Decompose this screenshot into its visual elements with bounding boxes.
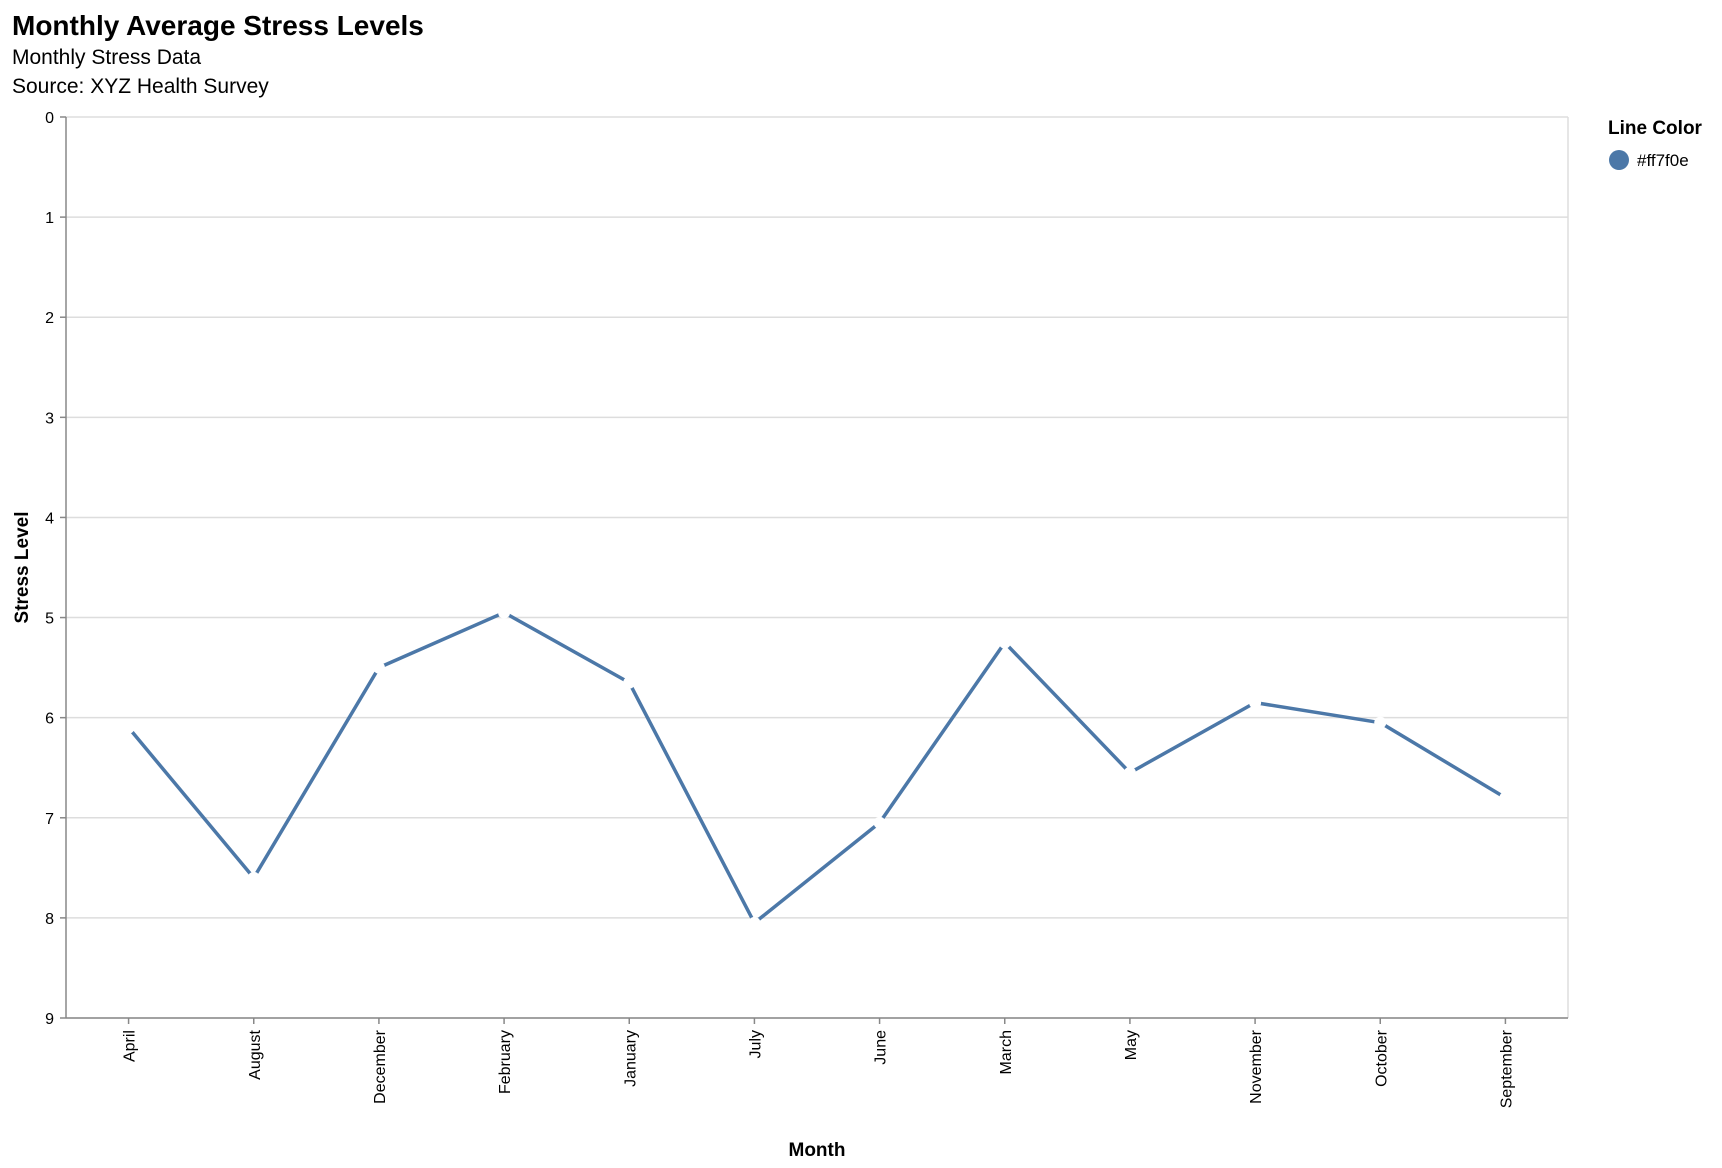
data-point xyxy=(998,636,1011,649)
y-tick-label: 8 xyxy=(45,911,54,928)
circle-icon xyxy=(1609,150,1629,170)
y-tick-label: 0 xyxy=(45,110,54,127)
legend-title: Line Color xyxy=(1608,118,1703,139)
data-point xyxy=(1249,696,1262,709)
y-tick-label: 5 xyxy=(45,611,54,628)
x-tick-label: August xyxy=(247,1029,264,1079)
x-tick-label: March xyxy=(998,1030,1015,1074)
y-axis-title: Stress Level xyxy=(12,512,33,624)
data-point xyxy=(873,816,886,829)
data-point xyxy=(1374,716,1387,729)
data-point xyxy=(623,676,636,689)
data-point xyxy=(498,606,511,619)
x-tick-label: June xyxy=(873,1030,890,1065)
chart-title-group: Monthly Average Stress Levels Monthly St… xyxy=(12,10,424,98)
series-layer xyxy=(122,606,1512,929)
data-point xyxy=(372,661,385,674)
y-tick-label: 3 xyxy=(45,410,54,427)
y-tick-label: 9 xyxy=(45,1011,54,1028)
x-tick-label: April xyxy=(122,1030,139,1062)
y-tick-label: 4 xyxy=(45,510,54,527)
x-tick-label: May xyxy=(1123,1030,1140,1060)
y-tick-label: 2 xyxy=(45,310,54,327)
legend-item-label: #ff7f0e xyxy=(1637,151,1689,170)
legend: Line Color #ff7f0e xyxy=(1608,118,1703,170)
x-tick-label: October xyxy=(1373,1029,1390,1087)
axes: 0 1 2 3 4 5 6 7 8 9 April August December February Jan… xyxy=(45,110,1568,1108)
data-point xyxy=(122,721,135,734)
gridlines xyxy=(66,116,1569,1019)
x-tick-label: January xyxy=(622,1030,639,1087)
y-tick-label: 6 xyxy=(45,711,54,728)
data-point xyxy=(1123,766,1136,779)
x-tick-label: September xyxy=(1498,1029,1515,1108)
x-tick-label: November xyxy=(1248,1029,1265,1103)
y-tick-label: 7 xyxy=(45,811,54,828)
chart-subtitle-line-2: Source: XYZ Health Survey xyxy=(12,75,269,98)
x-axis-title: Month xyxy=(789,1140,846,1161)
data-point xyxy=(247,871,260,884)
data-point xyxy=(1499,791,1512,804)
chart-title: Monthly Average Stress Levels xyxy=(12,10,424,41)
series-line xyxy=(126,610,1508,925)
x-tick-label: February xyxy=(497,1030,514,1094)
x-tick-label: July xyxy=(747,1030,764,1058)
data-point xyxy=(748,916,761,929)
y-tick-label: 1 xyxy=(45,210,54,227)
x-tick-label: December xyxy=(372,1029,389,1103)
chart-subtitle-line-1: Monthly Stress Data xyxy=(12,46,201,69)
